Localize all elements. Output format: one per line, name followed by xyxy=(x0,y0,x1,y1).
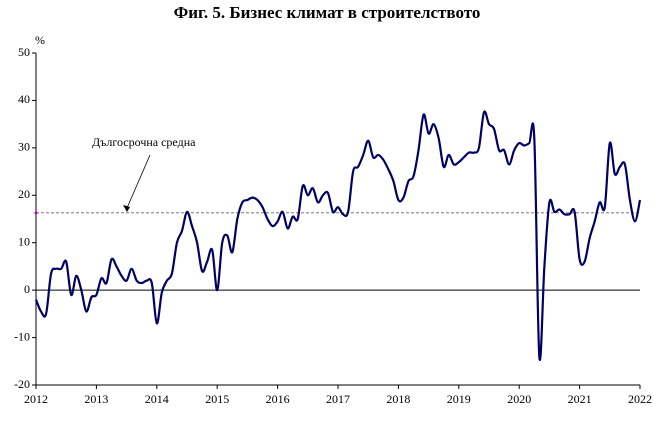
arrow-head xyxy=(123,205,130,212)
x-tick-label: 2013 xyxy=(84,392,108,406)
x-tick-label: 2022 xyxy=(628,392,652,406)
y-tick-label: 10 xyxy=(18,234,30,248)
x-tick-label: 2020 xyxy=(507,392,531,406)
series-line xyxy=(34,110,642,361)
y-tick-label: 30 xyxy=(18,140,30,154)
y-tick-label: 0 xyxy=(24,282,30,296)
x-tick-label: 2015 xyxy=(205,392,229,406)
x-tick-label: 2021 xyxy=(568,392,592,406)
x-tick-label: 2017 xyxy=(326,392,350,406)
x-tick-label: 2019 xyxy=(447,392,471,406)
y-unit: % xyxy=(35,33,45,47)
annotation: Дългосрочна средна xyxy=(92,135,196,149)
y-tick-label: 50 xyxy=(18,45,30,59)
y-tick-label: -10 xyxy=(14,329,30,343)
chart-title: Фиг. 5. Бизнес климат в строителството xyxy=(174,3,481,22)
x-tick-label: 2012 xyxy=(24,392,48,406)
x-tick-label: 2014 xyxy=(145,392,169,406)
x-tick-label: 2018 xyxy=(386,392,410,406)
x-tick-label: 2016 xyxy=(266,392,290,406)
y-tick-label: 20 xyxy=(18,187,30,201)
average-marker xyxy=(34,211,38,215)
annotation-arrow xyxy=(126,154,151,209)
y-tick-label: -20 xyxy=(14,377,30,391)
y-tick-label: 40 xyxy=(18,92,30,106)
